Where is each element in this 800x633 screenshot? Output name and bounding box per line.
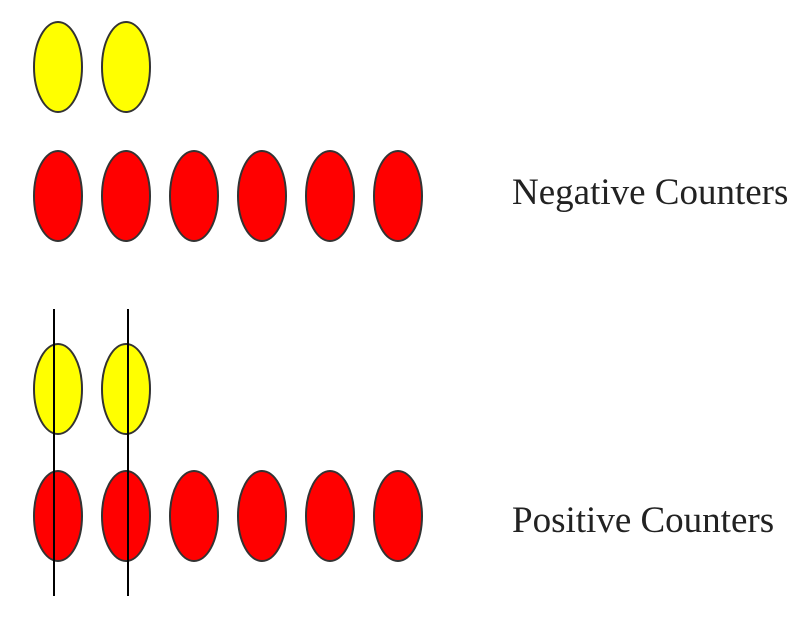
yellow-counter	[33, 343, 83, 435]
red-counter	[373, 470, 423, 562]
negative-counters-label: Negative Counters	[512, 172, 789, 213]
red-counter	[101, 470, 151, 562]
yellow-counter	[101, 21, 151, 113]
red-counter	[33, 150, 83, 242]
red-counter	[169, 470, 219, 562]
red-counter	[373, 150, 423, 242]
red-counter	[305, 150, 355, 242]
red-counter	[237, 150, 287, 242]
red-counter	[169, 150, 219, 242]
red-counter	[33, 470, 83, 562]
red-counter	[305, 470, 355, 562]
positive-counters-label: Positive Counters	[512, 500, 775, 541]
red-counter	[101, 150, 151, 242]
red-counter	[237, 470, 287, 562]
positive-counters-group	[33, 309, 423, 596]
yellow-counter	[101, 343, 151, 435]
yellow-counter	[33, 21, 83, 113]
negative-counters-group	[33, 21, 423, 242]
